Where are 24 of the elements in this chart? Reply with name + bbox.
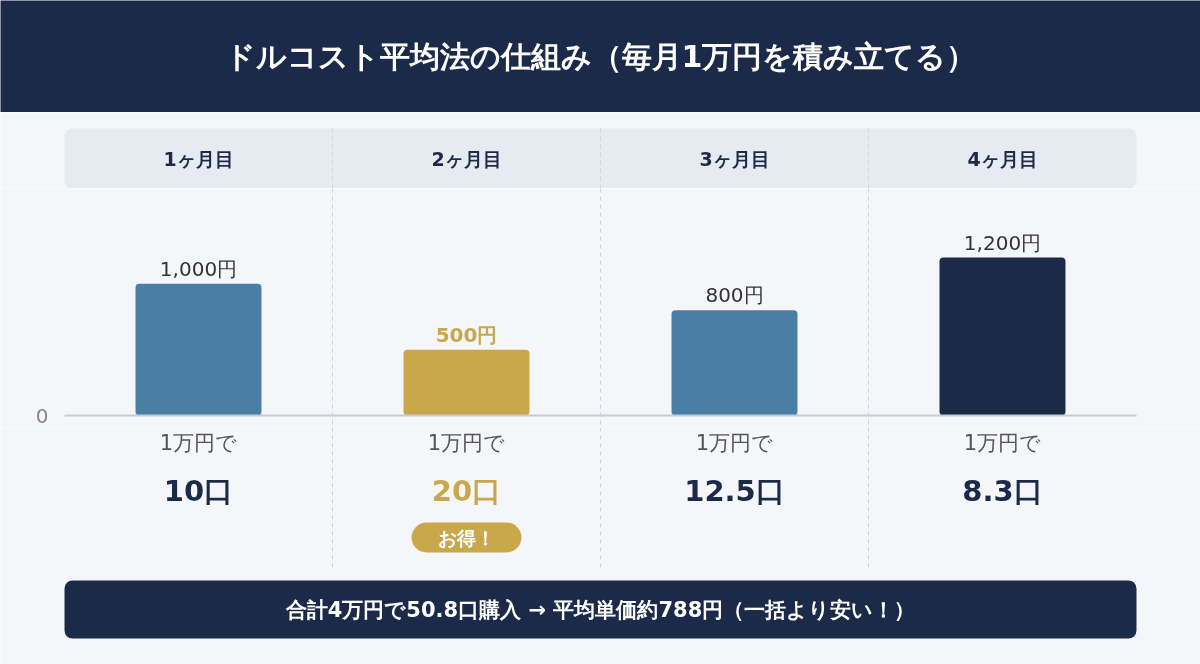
- text: 0: [35, 403, 49, 428]
- text: 20口: [431, 473, 502, 508]
- x-tick-label: 2ヶ月目: [431, 147, 502, 170]
- x-tick-label: 4ヶ月目: [967, 147, 1038, 170]
- text: 12.5口: [684, 473, 785, 508]
- text: 8.3口: [962, 473, 1043, 508]
- text: お得！: [438, 526, 495, 549]
- x-tick-label: 3ヶ月目: [699, 147, 770, 170]
- bar: [403, 349, 530, 416]
- data-label: 1,200円: [963, 230, 1042, 255]
- bar: [135, 283, 262, 416]
- bar: [939, 257, 1066, 416]
- data-label: 500円: [435, 322, 498, 347]
- text: 1万円で: [963, 430, 1042, 455]
- text: 1万円で: [695, 430, 774, 455]
- x-tick-label: 1ヶ月目: [163, 147, 234, 170]
- data-label: 1,000円: [159, 256, 238, 281]
- text: 合計4万円で50.8口購入 → 平均単価約788円（一括より安い！）: [284, 597, 916, 622]
- data-label: 800円: [705, 283, 764, 308]
- text: 10口: [163, 473, 234, 508]
- chart-title: ドルコスト平均法の仕組み（毎月1万円を積み立てる）: [224, 39, 977, 74]
- text: 1万円で: [427, 430, 506, 455]
- text: 1万円で: [159, 430, 238, 455]
- bar: [671, 310, 798, 416]
